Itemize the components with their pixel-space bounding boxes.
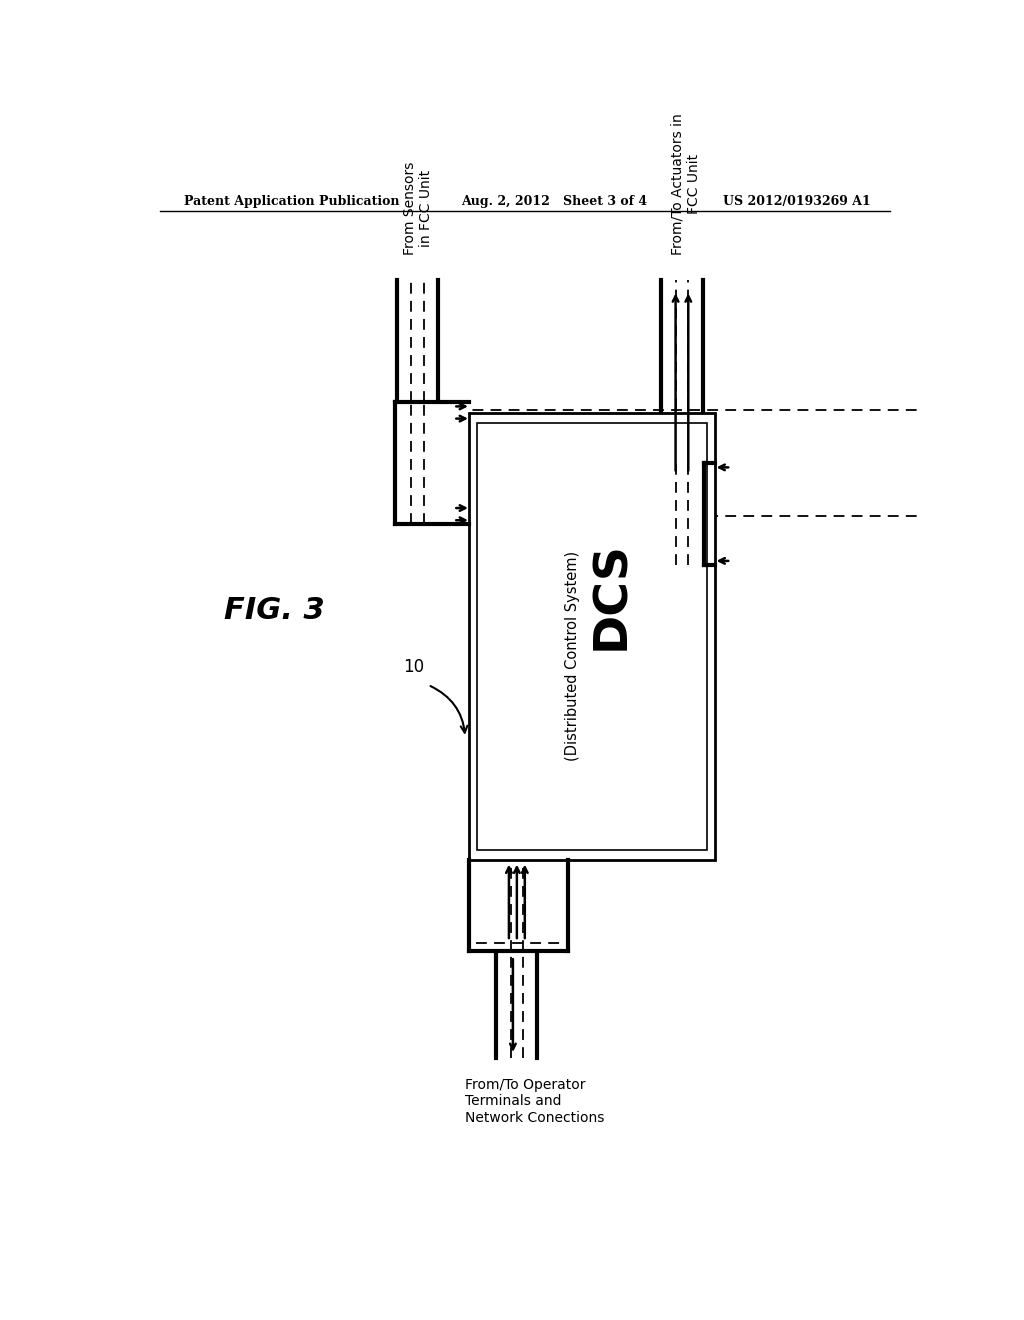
Text: DCS: DCS [590,541,635,649]
Text: From Sensors
in FCC Unit: From Sensors in FCC Unit [402,161,433,255]
Text: US 2012/0193269 A1: US 2012/0193269 A1 [723,194,871,207]
Text: 10: 10 [403,657,424,676]
Text: FIG. 3: FIG. 3 [224,597,326,626]
Text: From/To Actuators in
FCC Unit: From/To Actuators in FCC Unit [671,114,701,255]
FancyArrowPatch shape [430,686,467,733]
Text: Aug. 2, 2012   Sheet 3 of 4: Aug. 2, 2012 Sheet 3 of 4 [461,194,647,207]
Bar [659,463,705,565]
Bar [469,859,568,952]
Text: Patent Application Publication: Patent Application Publication [183,194,399,207]
Bar [395,403,440,524]
Bar [469,413,715,859]
Text: From/To Operator
Terminals and
Network Conections: From/To Operator Terminals and Network C… [465,1078,604,1125]
Bar [477,422,708,850]
Text: (Distributed Control System): (Distributed Control System) [565,552,580,762]
